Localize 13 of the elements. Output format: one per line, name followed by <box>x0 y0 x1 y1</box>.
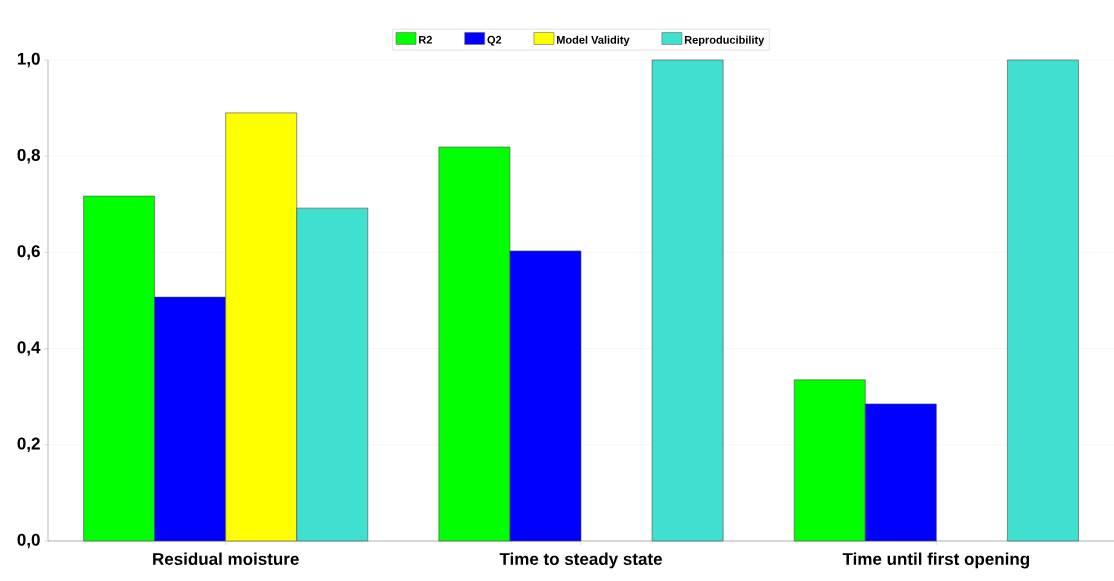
x-tick-label: Time until first opening <box>842 552 1030 569</box>
y-tick-label: 0,8 <box>17 148 40 164</box>
y-tick-label: 0,2 <box>17 437 40 453</box>
x-tick-label: Residual moisture <box>153 552 299 566</box>
legend-label: R2 <box>419 35 432 44</box>
x-tick-label: Time to steady state <box>499 552 662 569</box>
legend-label: Model Validity <box>557 35 630 46</box>
y-tick-label: 0,0 <box>17 533 40 549</box>
legend-label: Reproducibility <box>684 35 765 46</box>
legend-label: Q2 <box>487 35 502 46</box>
y-tick-label: 0,4 <box>17 341 41 356</box>
y-tick-label: 1,0 <box>17 52 40 68</box>
y-tick-label: 0,6 <box>17 245 40 260</box>
